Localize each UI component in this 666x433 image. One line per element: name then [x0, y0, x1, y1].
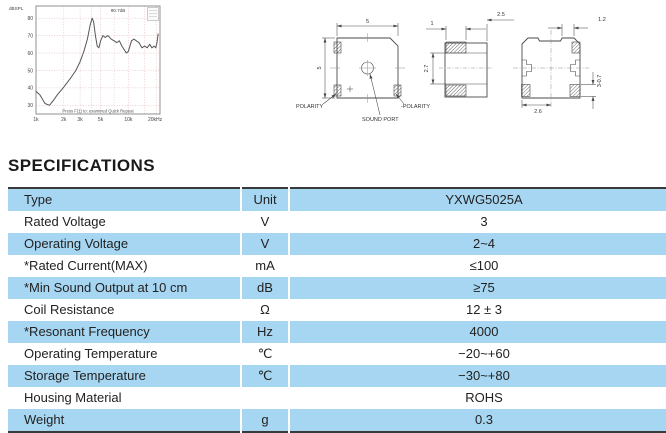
spec-label-cell: Weight	[8, 409, 241, 432]
response-curve	[35, 17, 159, 106]
spec-unit-cell: mA	[240, 255, 289, 277]
spec-label-cell: *Rated Current(MAX)	[24, 258, 148, 273]
svg-text:70: 70	[27, 33, 33, 39]
svg-text:20kHz: 20kHz	[148, 117, 163, 123]
svg-text:60: 60	[27, 51, 33, 57]
svg-text:10k: 10k	[124, 117, 133, 123]
table-row: Rated Voltage V 3	[8, 211, 666, 233]
table-row: Housing Material ROHS	[8, 387, 666, 409]
bottom-view: 1.2 2.6 3-0.7	[513, 17, 606, 115]
table-row: Operating Temperature ℃ −20~+60	[8, 343, 666, 365]
dim-label-front-width: 5	[366, 19, 369, 25]
dim-label-front-height: 5	[317, 66, 323, 69]
svg-text:2k: 2k	[61, 117, 67, 123]
svg-text:3k: 3k	[77, 117, 83, 123]
table-row: *Resonant Frequency Hz 4000	[8, 321, 666, 343]
spec-unit-cell: V	[240, 233, 289, 255]
spec-value-cell: 12 ± 3	[288, 299, 666, 321]
svg-text:5k: 5k	[98, 117, 104, 123]
polarity-left-label: POLARITY	[296, 104, 324, 110]
spec-unit-cell: Ω	[240, 299, 289, 321]
spec-value-cell: 2~4	[288, 233, 666, 255]
table-row: Weight g 0.3	[8, 409, 666, 432]
spec-value-cell: 4000	[288, 321, 666, 343]
x-axis-tick-labels: 1k 2k 3k 5k 10k 20kHz	[33, 117, 162, 123]
spec-value-cell: YXWG5025A	[288, 188, 666, 211]
spec-label-cell: Operating Temperature	[24, 346, 158, 361]
spec-label-cell: Type	[8, 188, 241, 211]
table-row: Coil Resistance Ω 12 ± 3	[8, 299, 666, 321]
table-row: Operating Voltage V 2~4	[8, 233, 666, 255]
dim-label-bottom-width: 2.6	[534, 109, 542, 115]
spec-unit-cell: Hz	[240, 321, 289, 343]
spec-label-cell: Housing Material	[24, 390, 122, 405]
spec-value-cell: ≤100	[288, 255, 666, 277]
sound-port-label: SOUND PORT	[362, 117, 399, 123]
polarity-right-label: -POLARITY	[401, 104, 430, 110]
table-row: *Rated Current(MAX) mA ≤100	[8, 255, 666, 277]
dim-label-side-inner-height: 2.7	[424, 65, 430, 73]
spec-value-cell: −20~+60	[288, 343, 666, 365]
chart-frame	[35, 5, 161, 115]
spec-table-body: Type Unit YXWG5025A Rated Voltage V 3 Operatin…	[8, 188, 666, 432]
spec-value-cell: 0.3	[288, 409, 666, 432]
spec-unit-cell: Unit	[240, 188, 289, 211]
frequency-response-chart: 30 40 50 60 70 80 1k 2k 3k 5k 10k 20kHz dBSPL 90.7…	[8, 2, 170, 134]
spec-label-cell: *Min Sound Output at 10 cm	[8, 277, 241, 299]
dim-label-side-body-width: 2.5	[497, 12, 505, 18]
plus-mark-icon	[347, 86, 353, 92]
specifications-table: Type Unit YXWG5025A Rated Voltage V 3 Operatin…	[8, 187, 666, 433]
chart-caption: Press F(1) to: examined Quick Repeat	[62, 109, 134, 114]
legend-box	[147, 7, 159, 21]
spec-unit-cell: ℃	[240, 343, 289, 365]
front-view: 5 5 POLARITY -POLARITY SOUND PORT	[296, 19, 430, 123]
spec-unit-cell: g	[240, 409, 289, 432]
table-row: Type Unit YXWG5025A	[8, 188, 666, 211]
svg-text:50: 50	[27, 68, 33, 74]
spec-value-cell: −30~+80	[288, 365, 666, 387]
spec-unit-cell: V	[240, 211, 289, 233]
dim-label-bottom-tab: 1.2	[598, 17, 606, 23]
spec-unit-cell: dB	[240, 277, 289, 299]
svg-text:1k: 1k	[33, 117, 39, 123]
spec-unit-cell: ℃	[240, 365, 289, 387]
spl-annotation: 90.7dB	[111, 8, 126, 13]
svg-text:30: 30	[27, 103, 33, 109]
spec-value-cell: 3	[288, 211, 666, 233]
spec-value-cell: ≥75	[288, 277, 666, 299]
y-axis-tick-labels: 30 40 50 60 70 80	[27, 16, 33, 109]
dim-label-pad-height: 3-0.7	[597, 75, 603, 88]
spec-label-cell: Storage Temperature	[8, 365, 241, 387]
spec-label-cell: Coil Resistance	[24, 302, 115, 317]
specifications-heading: SPECIFICATIONS	[8, 156, 155, 175]
spec-label-cell: Operating Voltage	[8, 233, 241, 255]
table-row: Storage Temperature ℃ −30~+80	[8, 365, 666, 387]
dim-label-side-pad-width: 1	[430, 21, 433, 27]
dimension-drawings: 5 5 POLARITY -POLARITY SOUND PORT	[280, 0, 666, 140]
spec-label-cell: *Resonant Frequency	[8, 321, 241, 343]
side-view: 2.7 1 2.5	[424, 12, 514, 98]
svg-text:40: 40	[27, 86, 33, 92]
spec-unit-cell	[240, 387, 289, 409]
table-row: *Min Sound Output at 10 cm dB ≥75	[8, 277, 666, 299]
spec-value-cell: ROHS	[288, 387, 666, 409]
spec-label-cell: Rated Voltage	[24, 214, 106, 229]
y-axis-unit-label: dBSPL	[9, 6, 24, 11]
svg-text:80: 80	[27, 16, 33, 22]
